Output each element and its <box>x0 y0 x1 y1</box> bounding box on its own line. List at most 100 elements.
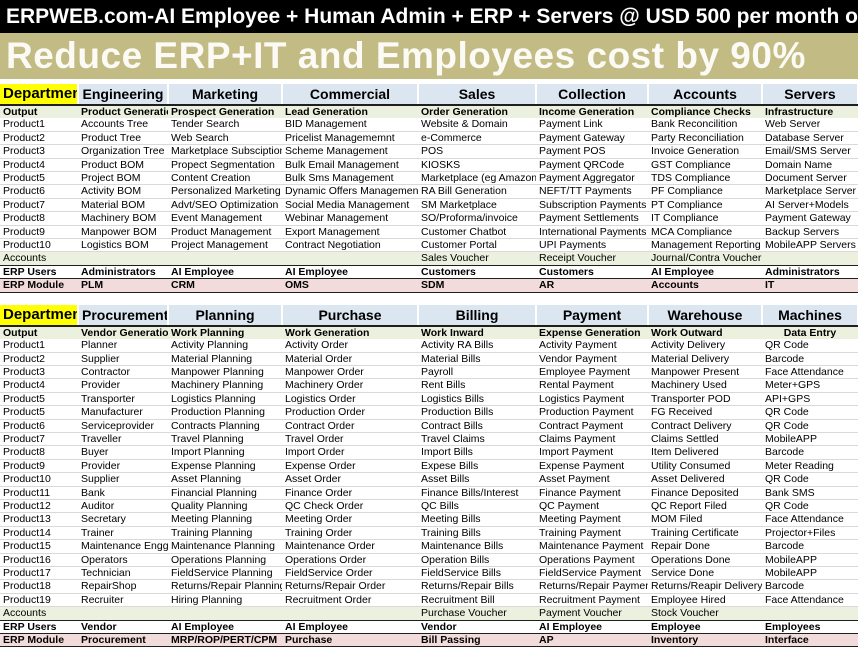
product-cell: Machinery Planning <box>168 378 282 393</box>
accounts-row-cell <box>282 251 418 266</box>
product-cell: Provider <box>78 378 168 393</box>
column-header-cell: Billing <box>418 304 537 327</box>
product-cell: Traveller <box>78 432 168 447</box>
users-row-cell: AI Employee <box>282 264 418 279</box>
product-cell: Web Search <box>168 131 282 146</box>
product-cell: Logistics Planning <box>168 392 282 407</box>
product-cell: Contract Bills <box>418 419 536 433</box>
product-cell: Asset Planning <box>168 472 282 487</box>
row-label: Product7 <box>0 432 78 447</box>
product-cell: PF Compliance <box>648 184 762 199</box>
product-cell: Meeting Bills <box>418 512 536 527</box>
product-cell: Travel Planning <box>168 432 282 447</box>
users-row: ERP Users Vendor AI Employee AI Employee Ven… <box>0 619 858 634</box>
product-cell: Returns/Repair Planning <box>168 579 282 594</box>
column-header-cell: Accounts <box>648 84 763 106</box>
product-cell: Financial Planning <box>168 486 282 500</box>
product-cell: Finance Order <box>282 486 418 500</box>
users-row-cell: AI Employee <box>648 264 762 279</box>
module-row-cell: SDM <box>418 278 536 293</box>
product-cell: Training Certificate <box>648 526 762 541</box>
accounts-row-cell: Purchase Voucher <box>418 606 536 621</box>
product-cell: FieldService Payment <box>536 566 648 581</box>
product-cell: NEFT/TT Payments <box>536 184 648 199</box>
product-cell: Logistics BOM <box>78 238 168 253</box>
column-header-cell: Marketing <box>168 84 283 106</box>
accounts-row-cell: Journal/Contra Voucher <box>648 251 762 266</box>
product-cell: Email/SMS Server <box>762 144 858 159</box>
row-label: Product16 <box>0 553 78 568</box>
product-row: Product12 Auditor Quality Planning QC Check… <box>0 499 858 514</box>
product-cell: Operation Bills <box>418 553 536 568</box>
product-cell: Meeting Planning <box>168 512 282 527</box>
product-cell: Transporter POD <box>648 392 762 407</box>
product-cell: Subscription Payments <box>536 198 648 213</box>
column-header-cell: Machines <box>762 304 858 327</box>
product-cell: Accounts Tree <box>78 118 168 132</box>
users-row-cell: Customers <box>418 264 536 279</box>
product-cell: Logistics Payment <box>536 392 648 407</box>
row-label: ERP Module <box>0 633 78 647</box>
row-label: Product5 <box>0 392 78 407</box>
product-row: Product8 Buyer Import Planning Import Order… <box>0 445 858 460</box>
product-cell: Expese Bills <box>418 459 536 474</box>
product-cell: Activity Planning <box>168 339 282 353</box>
product-cell: Backup Servers <box>762 225 858 240</box>
row-label: Output <box>0 105 78 119</box>
accounts-row-cell <box>78 251 168 266</box>
product-cell: Product BOM <box>78 158 168 173</box>
product-cell: MOM Filed <box>648 512 762 527</box>
column-header-cell: Purchase <box>282 304 419 327</box>
product-cell: Machinery BOM <box>78 211 168 226</box>
product-cell: Barcode <box>762 445 858 460</box>
product-cell: Marketplace Server <box>762 184 858 199</box>
product-row: Product2 Product Tree Web Search Pricelist … <box>0 131 858 146</box>
accounts-row-cell: Stock Voucher <box>648 606 762 621</box>
product-row: Product8 Machinery BOM Event Management Web… <box>0 211 858 226</box>
product-cell: Maintenance Payment <box>536 539 648 554</box>
accounts-row-cell <box>762 251 858 266</box>
product-cell: Personalized Marketing <box>168 184 282 199</box>
row-label: Product12 <box>0 499 78 514</box>
product-cell: Activity BOM <box>78 184 168 199</box>
row-label: Product9 <box>0 225 78 240</box>
row-label: Product11 <box>0 486 78 500</box>
product-cell: Dynamic Offers Management <box>282 184 418 199</box>
product-row: Product11 Bank Financial Planning Finance O… <box>0 486 858 500</box>
accounts-row: Accounts Purchase Voucher Payment Voucher S… <box>0 606 858 621</box>
users-row: ERP Users Administrators AI Employee AI Emp… <box>0 264 858 279</box>
product-row: Product16 Operators Operations Planning Ope… <box>0 553 858 568</box>
column-header-cell: Servers <box>762 84 858 106</box>
product-cell: Manpower Present <box>648 365 762 380</box>
row-label: Product4 <box>0 158 78 173</box>
product-cell: Production Payment <box>536 405 648 420</box>
row-label: Product13 <box>0 512 78 527</box>
department-table-1: DepartmentEngineeringMarketingCommercial… <box>0 84 858 293</box>
users-row-cell: Vendor <box>418 619 536 634</box>
product-cell: Meeting Order <box>282 512 418 527</box>
product-cell: Product Management <box>168 225 282 240</box>
product-cell: Advt/SEO Optimization <box>168 198 282 213</box>
row-label: Product15 <box>0 539 78 554</box>
product-cell: Marketplace (eg Amazon) <box>418 171 536 186</box>
product-cell: Project BOM <box>78 171 168 186</box>
product-cell: QC Check Order <box>282 499 418 514</box>
users-row-cell: Administrators <box>78 264 168 279</box>
accounts-row-cell: Receipt Voucher <box>536 251 648 266</box>
product-cell: Asset Delivered <box>648 472 762 487</box>
product-cell: RA Bill Generation <box>418 184 536 199</box>
row-label: Product4 <box>0 378 78 393</box>
product-row: Product5 Project BOM Content Creation Bulk … <box>0 171 858 186</box>
product-cell: GST Compliance <box>648 158 762 173</box>
product-cell: Operations Planning <box>168 553 282 568</box>
product-cell: Face Attendance <box>762 512 858 527</box>
product-cell: Meter Reading <box>762 459 858 474</box>
users-row-cell: Vendor <box>78 619 168 634</box>
row-label: Product6 <box>0 184 78 199</box>
product-row: Product5 Manufacturer Production Planning P… <box>0 405 858 420</box>
row-label: Product9 <box>0 459 78 474</box>
product-cell: Production Bills <box>418 405 536 420</box>
product-cell: Face Attendance <box>762 593 858 608</box>
product-row: Product17 Technician FieldService Planning… <box>0 566 858 581</box>
product-cell: Event Management <box>168 211 282 226</box>
